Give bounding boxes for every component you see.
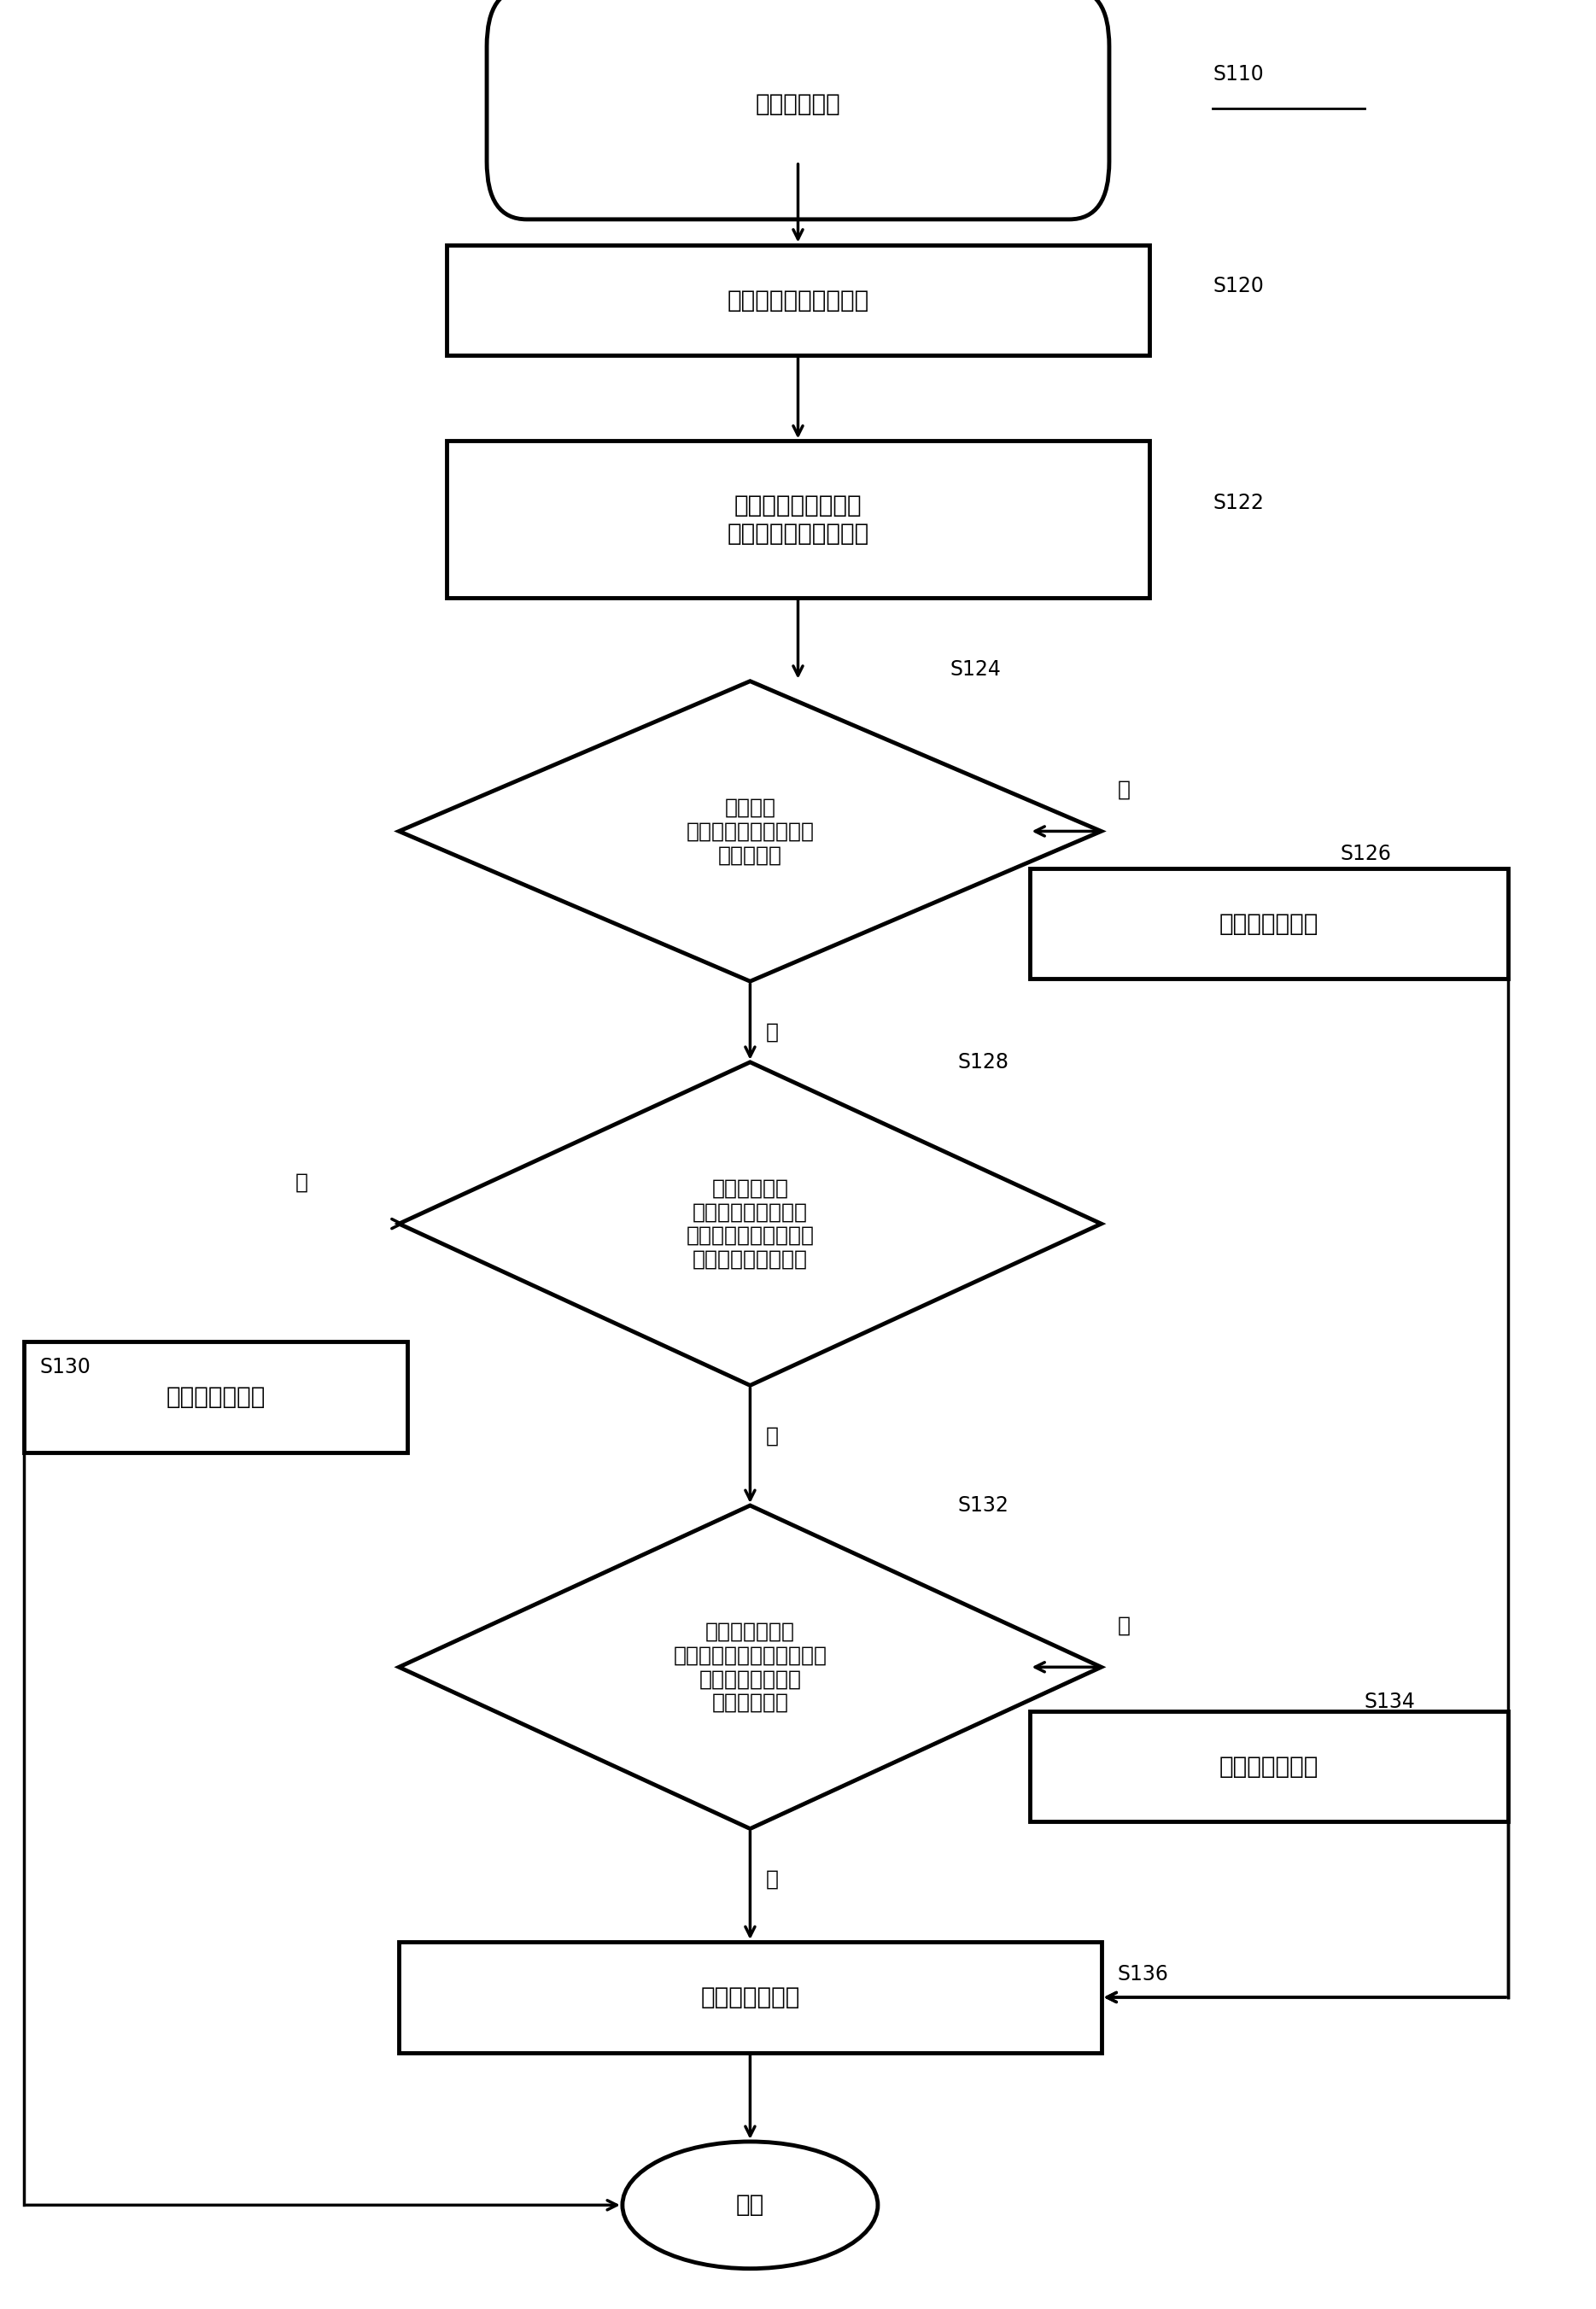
Text: 开始检查短路: 开始检查短路 (755, 92, 841, 115)
Bar (1029, 868, 1508, 979)
Text: 是否存在
测量的宽度比基准宽度
大的部位？: 是否存在 测量的宽度比基准宽度 大的部位？ (686, 797, 814, 866)
Text: 否: 否 (766, 1023, 779, 1041)
Text: 是: 是 (1117, 780, 1130, 799)
Text: 是: 是 (766, 1870, 779, 1889)
Bar (24, 1342, 407, 1452)
Text: S134: S134 (1365, 1692, 1416, 1711)
Text: 以像素为单位获得图像: 以像素为单位获得图像 (728, 289, 868, 312)
Ellipse shape (622, 2143, 878, 2267)
Text: 与亮度级别小的
部位相邻的像素的亮度级别
是否比其他像素的
亮度级别小？: 与亮度级别小的 部位相邻的像素的亮度级别 是否比其他像素的 亮度级别小？ (674, 1621, 827, 1713)
Text: 判定为图案短路: 判定为图案短路 (701, 1986, 800, 2009)
Text: S122: S122 (1213, 494, 1264, 513)
Text: S132: S132 (958, 1496, 1009, 1515)
Text: S126: S126 (1341, 845, 1392, 864)
Bar (399, 1942, 1101, 2053)
Polygon shape (399, 681, 1101, 981)
Text: 否: 否 (295, 1173, 308, 1191)
Polygon shape (399, 1505, 1101, 1829)
Polygon shape (399, 1062, 1101, 1385)
Text: S110: S110 (1213, 65, 1264, 83)
FancyBboxPatch shape (487, 0, 1109, 219)
Text: 判定为图案短路: 判定为图案短路 (1219, 912, 1318, 935)
Text: S120: S120 (1213, 277, 1264, 296)
Text: 是: 是 (766, 1427, 779, 1445)
Text: S130: S130 (40, 1358, 91, 1376)
Text: 在水平方向测量电路
图案或空间成分的宽度: 在水平方向测量电路 图案或空间成分的宽度 (728, 494, 868, 545)
Text: 在垂直方向上
是否存在空间成分的
亮度级别比其他像素的
亮度级别小的部位？: 在垂直方向上 是否存在空间成分的 亮度级别比其他像素的 亮度级别小的部位？ (686, 1178, 814, 1270)
Text: 否: 否 (1117, 1616, 1130, 1635)
Text: 判定为图案合格: 判定为图案合格 (166, 1385, 265, 1408)
Text: 结束: 结束 (736, 2194, 764, 2217)
Text: S128: S128 (958, 1053, 1009, 1071)
Bar (447, 245, 1149, 356)
Bar (1029, 1711, 1508, 1822)
Bar (447, 441, 1149, 598)
Text: S136: S136 (1117, 1965, 1168, 1983)
Text: 判定为残留铜箔: 判定为残留铜箔 (1219, 1755, 1318, 1778)
Text: S124: S124 (950, 660, 1001, 679)
